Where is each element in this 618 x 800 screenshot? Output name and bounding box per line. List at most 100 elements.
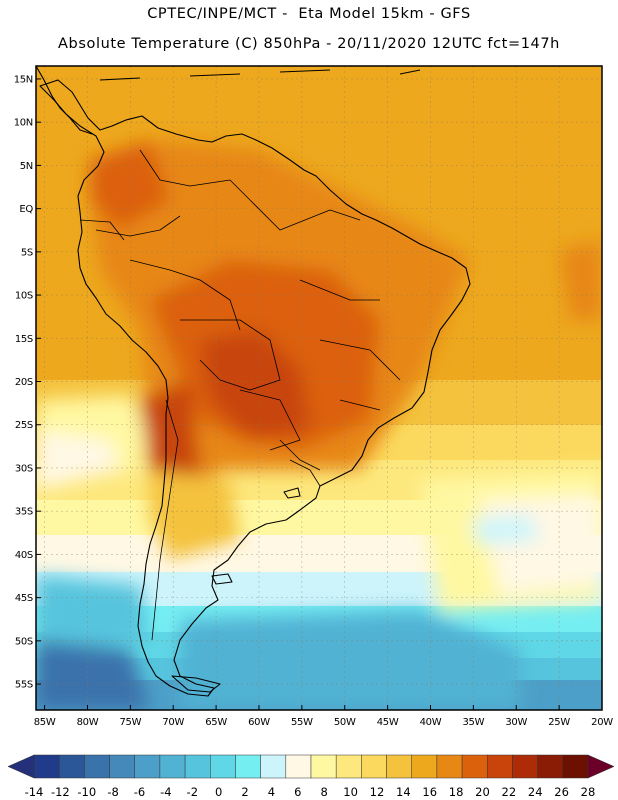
colorbar-swatch [512,754,538,779]
colorbar-swatch [310,754,337,779]
andes-hot-ridge [140,380,200,500]
lat-label: 40S [15,550,33,561]
country-borders [79,149,401,641]
colorbar-label: -2 [187,785,198,799]
lat-label: 50S [15,636,33,647]
colorbar-swatch [33,754,60,779]
colorbar-swatch [109,754,135,779]
colorbar-swatch [84,754,110,779]
colorbar-label: 16 [422,785,437,799]
colorbar-swatch [361,754,387,779]
lon-label: 65W [205,717,227,728]
atlantic-pale-core [480,495,602,595]
lat-label: 5S [21,247,33,258]
border-colombia-peru [95,215,181,237]
colorbar-swatch [285,754,312,779]
map-frame [35,65,603,711]
lon-label: 75W [119,717,141,728]
latitude-labels: 15N 10N 5N EQ 5S 10S 15S 20S 25S 30S 35S 40S 45S 50S 5… [14,74,34,690]
colorbar-label: 22 [502,785,517,799]
lat-label: 25S [15,420,33,431]
lon-label: 20W [591,717,613,728]
lon-label: 85W [34,717,56,728]
lat-label: 55S [15,680,33,691]
chaco-hot-spot [200,330,310,440]
colorbar-label: 14 [396,785,411,799]
south-america-coastline [39,79,471,697]
chart-title-line-2: Absolute Temperature (C) 850hPa - 20/11/… [58,36,560,52]
colorbar-swatch [487,754,513,779]
border-argentina-brazil [279,439,321,471]
border-uruguay [289,459,321,487]
colorbar-label: 26 [554,785,569,799]
colorbar-label: -14 [25,785,44,799]
patagonia-warm [150,470,240,560]
lon-label: 25W [548,717,570,728]
axis-ticks [36,78,602,710]
lon-label: 30W [505,717,527,728]
south-atlantic-cold [180,610,520,710]
northwest-warm [90,140,170,230]
lon-label: 50W [334,717,356,728]
lat-label: 10S [15,291,33,302]
colorbar-over-arrow [587,754,615,779]
colorbar-swatch [386,754,412,779]
southwest-cold-patch [36,575,150,660]
colorbar-label: 24 [528,785,543,799]
pacific-cold-patch [36,430,120,490]
colorbar-swatch [335,754,362,779]
colorbar-label: 0 [215,785,222,799]
lon-label: 70W [162,717,184,728]
atlantic-equatorial-warm [560,240,602,320]
lat-label: 20S [15,377,33,388]
temperature-field [36,66,602,710]
border-brazil-states [299,279,401,411]
lat-label: 5N [20,161,33,172]
colorbar-label: -12 [51,785,70,799]
lagoa-dos-patos [283,487,301,499]
lon-label: 45W [377,717,399,728]
caribbean-islands [99,69,421,81]
colorbar-swatch [134,754,161,779]
border-brazil-north [249,199,361,231]
lat-label: 15N [14,74,33,85]
colorbar-swatch [235,754,261,779]
colorbar-swatch [411,754,438,779]
lat-label: 45S [15,593,33,604]
lon-label: 80W [77,717,99,728]
colorbar-swatch [210,754,236,779]
lat-label: 30S [15,463,33,474]
tierra-del-fuego [171,675,221,693]
central-america-coast [36,66,93,135]
coastlines [36,66,471,697]
longitude-labels: 85W 80W 75W 70W 65W 60W 55W 50W 45W 40W 35W 30W 25W 2… [34,717,614,728]
lat-lon-grid [36,66,602,710]
colorbar-swatch [461,754,488,779]
colorbar-label: 2 [241,785,248,799]
lon-label: 40W [420,717,442,728]
colorbar-label: 10 [343,785,358,799]
lon-label: 55W [291,717,313,728]
colorbar-swatch [436,754,463,779]
colorbar-swatch [58,754,85,779]
lat-label: EQ [19,204,33,215]
border-peru-brazil [129,259,241,331]
lon-label: 60W [248,717,270,728]
lon-label: 35W [463,717,485,728]
colorbar-label: 4 [268,785,275,799]
border-ecuador [79,219,125,241]
colorbar-label: 12 [370,785,385,799]
atlantic-cool-blob [470,515,540,545]
border-argentina-chile [151,399,179,641]
colorbar-label: 8 [321,785,328,799]
colorbar-label: -6 [134,785,145,799]
lat-label: 15S [15,334,33,345]
colorbar-label: -8 [107,785,118,799]
colorbar-label: -10 [77,785,96,799]
chart-title-line-1: CPTEC/INPE/MCT - Eta Model 15km - GFS [147,6,471,22]
colorbar-label: 28 [581,785,596,799]
lat-label: 35S [15,507,33,518]
border-bolivia [180,319,281,391]
colorbar-label: 6 [294,785,301,799]
